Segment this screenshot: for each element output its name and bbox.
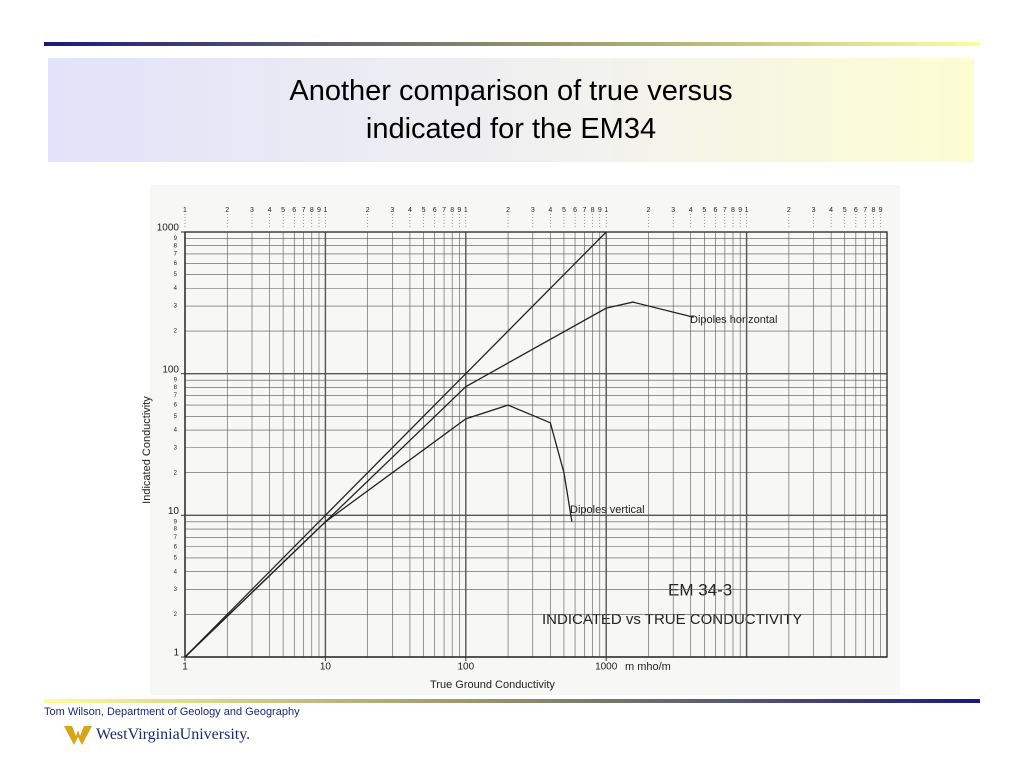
left-tick-label: 4 — [174, 286, 178, 292]
top-tick-label: 3 — [812, 207, 816, 214]
top-tick-label: 7 — [863, 207, 867, 214]
top-tick-label: 6 — [573, 207, 577, 214]
left-tick-label: 8 — [174, 243, 178, 249]
top-tick-label: 4 — [268, 207, 272, 214]
chart: True Ground Conductivity m mho/m Indicat… — [140, 185, 900, 695]
top-tick-label: 5 — [422, 207, 426, 214]
left-tick-label: 6 — [174, 544, 178, 550]
top-tick-label: 6 — [292, 207, 296, 214]
series-line — [184, 231, 607, 658]
top-tick-label: 7 — [442, 207, 446, 214]
x-axis-label: True Ground Conductivity — [430, 679, 555, 691]
left-tick-label: 5 — [174, 272, 178, 278]
top-tick-label: 9 — [317, 207, 321, 214]
x-tick-label: 10 — [320, 662, 332, 673]
top-tick-label: 9 — [457, 207, 461, 214]
top-tick-label: 9 — [879, 207, 883, 214]
y-tick-label: 1000 — [157, 223, 180, 234]
paper — [150, 185, 900, 695]
top-tick-label: 2 — [506, 207, 510, 214]
top-tick-label: 6 — [713, 207, 717, 214]
left-tick-label: 3 — [174, 304, 178, 310]
top-tick-label: 9 — [738, 207, 742, 214]
top-tick-label: 1 — [745, 207, 749, 214]
left-tick-label: 2 — [174, 612, 178, 618]
top-tick-label: 1 — [464, 207, 468, 214]
top-tick-label: 4 — [689, 207, 693, 214]
top-tick-label: 4 — [408, 207, 412, 214]
annotation: INDICATED vs TRUE CONDUCTIVITY — [542, 611, 802, 628]
top-tick-label: 6 — [854, 207, 858, 214]
logo-mark — [64, 726, 92, 745]
top-tick-label: 1 — [183, 207, 187, 214]
top-tick-label: 4 — [548, 207, 552, 214]
annotation: EM 34-3 — [668, 580, 732, 599]
left-tick-label: 8 — [174, 385, 178, 391]
bottom-rule — [44, 699, 980, 703]
top-tick-label: 7 — [582, 207, 586, 214]
series-label: Dipoles horizontal — [690, 314, 777, 326]
top-tick-label: 8 — [310, 207, 314, 214]
top-tick-label: 7 — [302, 207, 306, 214]
left-tick-label: 4 — [174, 428, 178, 434]
left-tick-label: 8 — [174, 527, 178, 533]
left-tick-label: 2 — [174, 470, 178, 476]
y-tick-label: 100 — [162, 364, 179, 375]
top-tick-label: 2 — [225, 207, 229, 214]
footer-credit: Tom Wilson, Department of Geology and Ge… — [44, 706, 300, 718]
series-line — [184, 404, 573, 658]
left-tick-label: 7 — [174, 252, 178, 258]
left-tick-label: 9 — [174, 236, 178, 242]
title-box: Another comparison of true versus indica… — [48, 58, 974, 162]
top-tick-label: 3 — [671, 207, 675, 214]
top-tick-label: 2 — [787, 207, 791, 214]
top-tick-label: 6 — [433, 207, 437, 214]
x-unit: m mho/m — [625, 661, 671, 673]
left-tick-label: 7 — [174, 535, 178, 541]
x-tick-label: 1000 — [595, 662, 618, 673]
top-tick-label: 3 — [250, 207, 254, 214]
top-tick-label: 1 — [323, 207, 327, 214]
left-tick-label: 4 — [174, 569, 178, 575]
left-tick-label: 7 — [174, 393, 178, 399]
top-tick-label: 8 — [591, 207, 595, 214]
series-label: Dipoles vertical — [570, 504, 645, 516]
top-tick-label: 2 — [366, 207, 370, 214]
plot-frame — [184, 231, 888, 658]
top-tick-label: 8 — [450, 207, 454, 214]
top-tick-label: 3 — [390, 207, 394, 214]
left-tick-label: 5 — [174, 556, 178, 562]
top-tick-label: 3 — [531, 207, 535, 214]
left-tick-label: 9 — [174, 378, 178, 384]
left-tick-label: 6 — [174, 403, 178, 409]
left-tick-label: 3 — [174, 445, 178, 451]
top-tick-label: 4 — [829, 207, 833, 214]
slide-title: Another comparison of true versus indica… — [289, 75, 733, 145]
left-tick-label: 2 — [174, 329, 178, 335]
logo: WestVirginiaUniversity. — [64, 724, 250, 746]
top-tick-label: 9 — [598, 207, 602, 214]
x-tick-label: 1 — [182, 662, 188, 673]
top-tick-label: 1 — [604, 207, 608, 214]
top-tick-label: 7 — [723, 207, 727, 214]
left-tick-label: 3 — [174, 587, 178, 593]
top-tick-label: 5 — [281, 207, 285, 214]
top-rule — [44, 42, 980, 46]
left-tick-label: 6 — [174, 261, 178, 267]
left-tick-label: 5 — [174, 414, 178, 420]
top-tick-label: 2 — [647, 207, 651, 214]
y-tick-label: 1 — [173, 648, 179, 659]
logo-text: WestVirginiaUniversity. — [96, 726, 251, 743]
y-axis-label: Indicated Conductivity — [141, 396, 153, 504]
y-tick-label: 10 — [168, 506, 180, 517]
top-tick-label: 5 — [562, 207, 566, 214]
top-tick-label: 8 — [871, 207, 875, 214]
x-tick-label: 100 — [457, 662, 474, 673]
top-tick-label: 8 — [731, 207, 735, 214]
top-tick-label: 5 — [843, 207, 847, 214]
left-tick-label: 9 — [174, 519, 178, 525]
top-tick-label: 5 — [702, 207, 706, 214]
